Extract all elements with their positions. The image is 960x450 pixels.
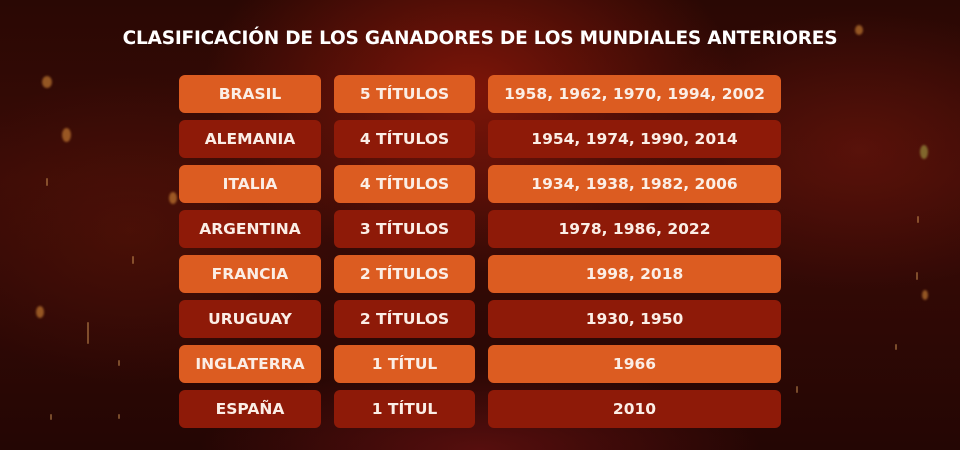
country-cell: ITALIA [179,165,321,203]
page-title: CLASIFICACIÓN DE LOS GANADORES DE LOS MU… [122,28,838,49]
country-cell: ESPAÑA [179,390,321,428]
years-cell: 1954, 1974, 1990, 2014 [488,120,781,158]
country-cell: FRANCIA [179,255,321,293]
table-row: BRASIL 5 TÍTULOS 1958, 1962, 1970, 1994,… [0,75,960,113]
titles-cell: 1 TÍTUL [334,390,475,428]
years-cell: 1930, 1950 [488,300,781,338]
years-cell: 2010 [488,390,781,428]
spark-decoration [42,76,52,88]
spark-decoration [36,306,44,318]
spark-decoration [895,344,897,350]
spark-decoration [922,290,928,300]
table-row: ITALIA 4 TÍTULOS 1934, 1938, 1982, 2006 [0,165,960,203]
titles-cell: 5 TÍTULOS [334,75,475,113]
spark-decoration [169,192,177,204]
titles-cell: 3 TÍTULOS [334,210,475,248]
spark-decoration [118,360,120,366]
table-row: ARGENTINA 3 TÍTULOS 1978, 1986, 2022 [0,210,960,248]
table-row: ESPAÑA 1 TÍTUL 2010 [0,390,960,428]
spark-decoration [62,128,71,142]
spark-decoration [796,386,798,393]
spark-decoration [132,256,134,264]
titles-cell: 2 TÍTULOS [334,255,475,293]
table-row: FRANCIA 2 TÍTULOS 1998, 2018 [0,255,960,293]
spark-decoration [920,145,928,159]
spark-decoration [917,216,919,223]
spark-decoration [855,25,863,35]
country-cell: ALEMANIA [179,120,321,158]
spark-decoration [50,414,52,420]
table-row: ALEMANIA 4 TÍTULOS 1954, 1974, 1990, 201… [0,120,960,158]
titles-cell: 1 TÍTUL [334,345,475,383]
titles-cell: 4 TÍTULOS [334,165,475,203]
years-cell: 1998, 2018 [488,255,781,293]
spark-decoration [87,322,89,344]
years-cell: 1934, 1938, 1982, 2006 [488,165,781,203]
years-cell: 1966 [488,345,781,383]
country-cell: ARGENTINA [179,210,321,248]
years-cell: 1978, 1986, 2022 [488,210,781,248]
spark-decoration [118,414,120,419]
spark-decoration [46,178,48,186]
spark-decoration [916,272,918,280]
titles-cell: 4 TÍTULOS [334,120,475,158]
table-row: INGLATERRA 1 TÍTUL 1966 [0,345,960,383]
titles-cell: 2 TÍTULOS [334,300,475,338]
table-row: URUGUAY 2 TÍTULOS 1930, 1950 [0,300,960,338]
country-cell: INGLATERRA [179,345,321,383]
years-cell: 1958, 1962, 1970, 1994, 2002 [488,75,781,113]
country-cell: BRASIL [179,75,321,113]
country-cell: URUGUAY [179,300,321,338]
